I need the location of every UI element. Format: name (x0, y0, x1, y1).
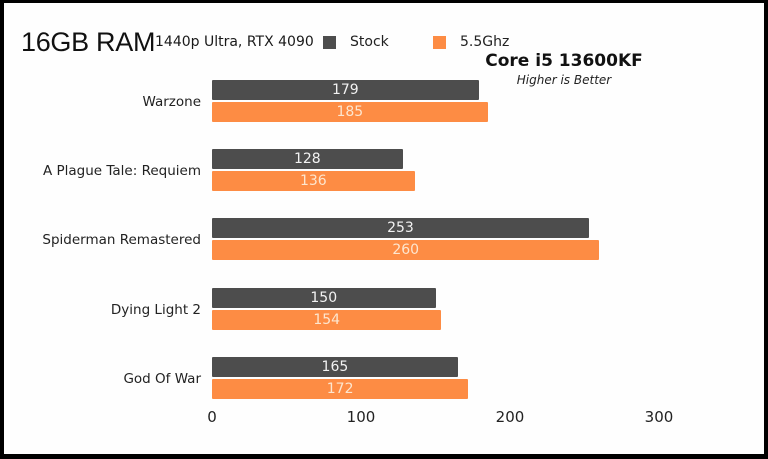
category-label: Spiderman Remastered (42, 232, 201, 248)
x-tick-100: 100 (346, 408, 376, 426)
chart-frame: 16GB RAM 1440p Ultra, RTX 4090 Stock 5.5… (4, 3, 764, 454)
bar-5-5ghz: 154 (212, 310, 442, 330)
bar-5-5ghz: 185 (212, 102, 488, 122)
legend-label-oc: 5.5Ghz (460, 34, 510, 50)
legend-label-stock: Stock (350, 34, 389, 50)
legend-item-stock: Stock (323, 34, 389, 50)
x-tick-300: 300 (644, 408, 674, 426)
bar-stock: 253 (212, 218, 589, 238)
x-tick-200: 200 (495, 408, 525, 426)
category-label: God Of War (123, 371, 201, 387)
bar-5-5ghz: 136 (212, 171, 415, 191)
category-label: A Plague Tale: Requiem (42, 163, 201, 179)
bar-stock: 128 (212, 149, 403, 169)
x-tick-0: 0 (207, 408, 217, 426)
bar-stock: 179 (212, 80, 479, 100)
chart-subtitle: 1440p Ultra, RTX 4090 (155, 34, 314, 50)
legend-item-oc: 5.5Ghz (433, 34, 509, 50)
bar-stock: 165 (212, 357, 458, 377)
legend-swatch-stock (323, 35, 336, 49)
chart-title: 16GB RAM (21, 27, 156, 57)
bar-5-5ghz: 172 (212, 379, 469, 399)
bar-5-5ghz: 260 (212, 240, 600, 260)
legend-swatch-oc (433, 35, 446, 49)
category-label: Dying Light 2 (110, 302, 201, 318)
cpu-label: Core i5 13600KF (485, 51, 643, 71)
higher-is-better-note: Higher is Better (516, 73, 612, 87)
category-label: Warzone (142, 94, 201, 110)
bar-stock: 150 (212, 288, 436, 308)
